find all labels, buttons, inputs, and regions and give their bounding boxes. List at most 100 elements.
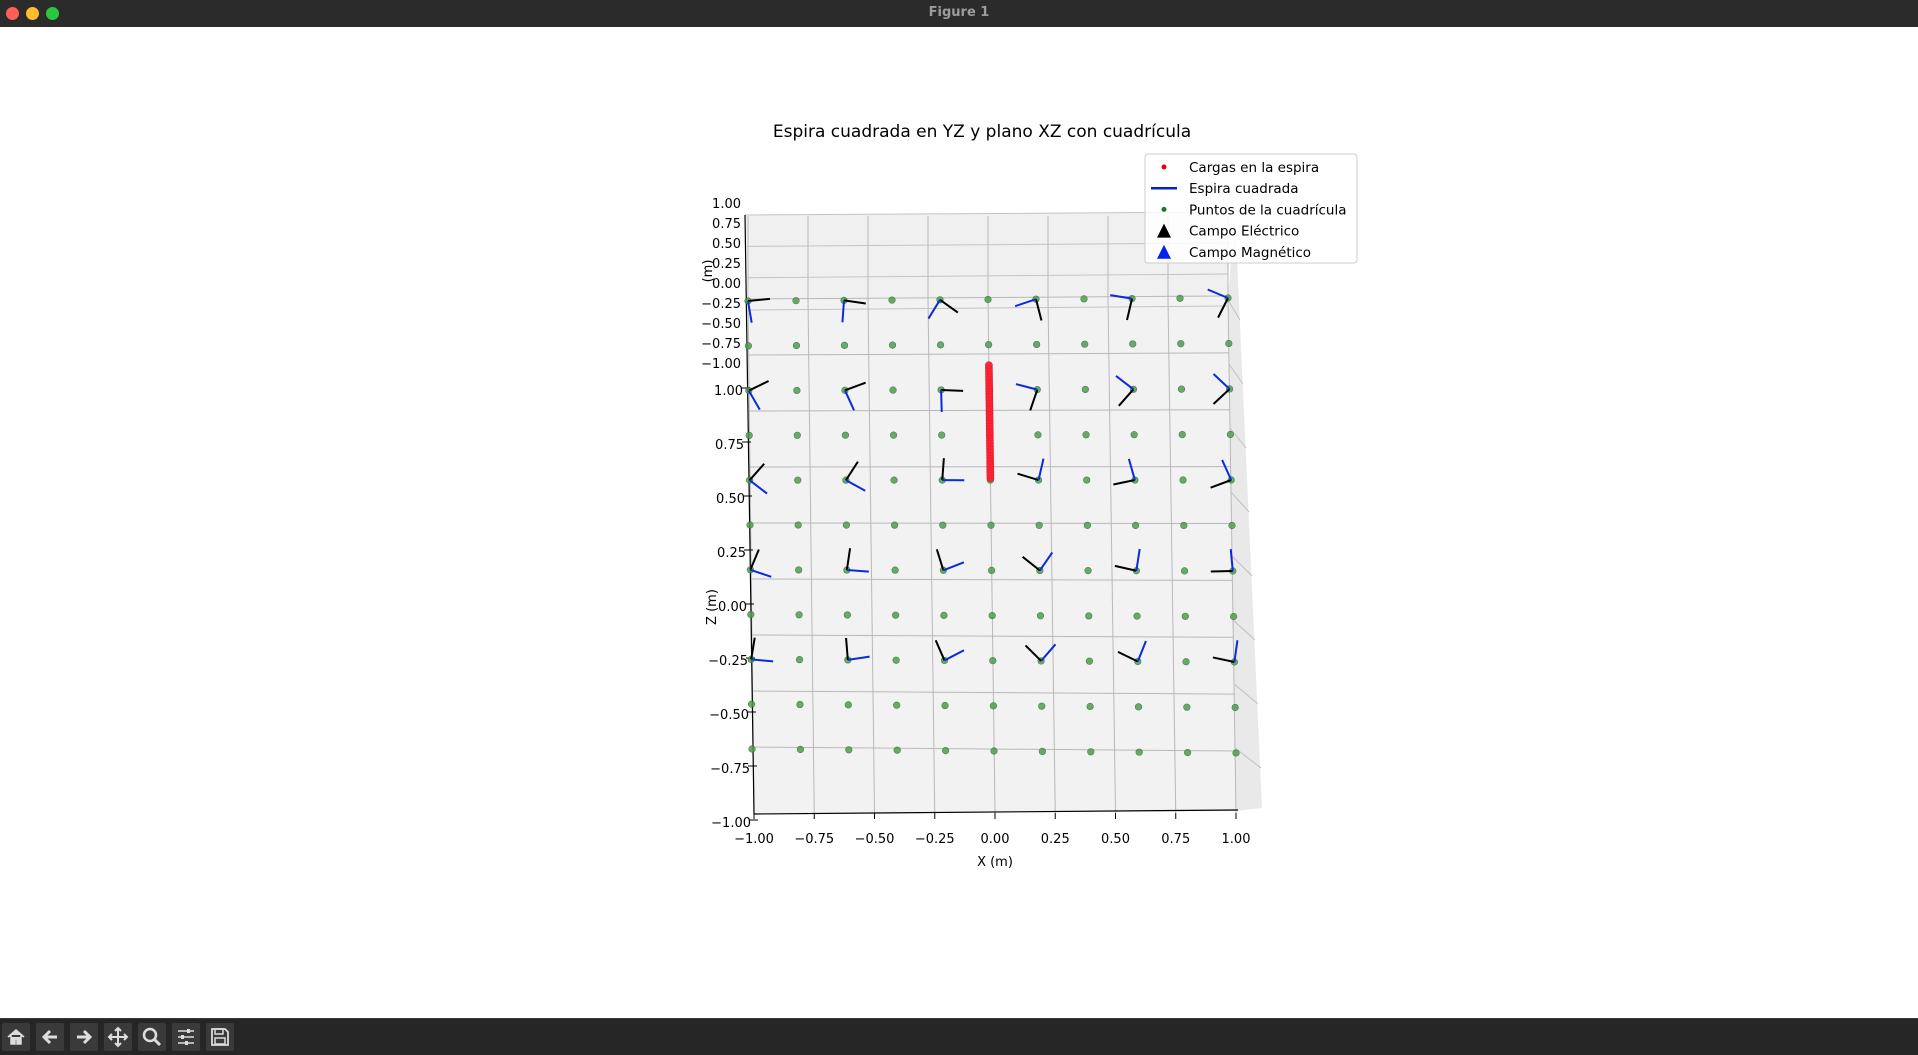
grid-point <box>942 702 949 709</box>
sliders-icon <box>175 1026 197 1048</box>
zoom-button[interactable] <box>138 1023 166 1051</box>
grid-point <box>797 746 804 753</box>
magnetic-field-arrow <box>941 390 942 412</box>
grid-point <box>991 748 998 755</box>
grid-point <box>1136 749 1143 756</box>
legend-label: Espira cuadrada <box>1189 181 1298 197</box>
grid-point <box>894 747 901 754</box>
x-tick-label: 0.00 <box>981 832 1010 847</box>
figure-canvas[interactable]: −1.00 −0.75 −0.50 −0.25 0.00 0.25 0.50 0.75 1.00… <box>0 27 1918 1018</box>
grid-point <box>1181 522 1188 529</box>
grid-point <box>796 656 803 663</box>
pan-button[interactable] <box>104 1023 132 1051</box>
grid-point <box>1083 477 1090 484</box>
chart-title: Espira cuadrada en YZ y plano XZ con cua… <box>773 122 1191 142</box>
grid-point <box>1227 431 1234 438</box>
z-tick-label: −0.50 <box>709 708 749 723</box>
y-tick-label: −0.25 <box>701 297 741 312</box>
z-axis-label: Z (m) <box>705 589 720 625</box>
grid-point <box>1229 522 1236 529</box>
grid-point <box>842 432 849 439</box>
grid-point <box>1039 748 1046 755</box>
grid-point <box>890 432 897 439</box>
toolbar <box>0 1018 1918 1055</box>
grid-point <box>942 747 949 754</box>
grid-point <box>891 477 898 484</box>
grid-point <box>1086 658 1093 665</box>
grid-point <box>1083 431 1090 438</box>
z-tick-label: −1.00 <box>711 816 751 831</box>
window-title: Figure 1 <box>0 5 1918 20</box>
arrow-left-icon <box>39 1026 61 1048</box>
y-tick-label: 0.50 <box>712 237 741 252</box>
grid-point <box>937 342 944 349</box>
z-tick-label: 0.25 <box>717 546 746 561</box>
grid-point <box>1179 431 1186 438</box>
grid-point <box>749 746 756 753</box>
grid-point <box>793 342 800 349</box>
legend-label: Puntos de la cuadrícula <box>1189 202 1347 218</box>
grid-point <box>745 343 752 350</box>
loop-wire <box>989 365 991 478</box>
grid-point <box>892 567 899 574</box>
z-tick-label: 0.00 <box>718 600 747 615</box>
grid-point <box>985 296 992 303</box>
save-button[interactable] <box>206 1023 234 1051</box>
grid-point <box>1037 612 1044 619</box>
grid-point <box>746 432 753 439</box>
grid-point <box>938 432 945 439</box>
grid-point <box>843 522 850 529</box>
legend-label: Campo Magnético <box>1189 245 1311 261</box>
legend-label: Campo Eléctrico <box>1189 224 1299 240</box>
grid-point <box>1182 613 1189 620</box>
grid-point <box>793 297 800 304</box>
configure-subplots-button[interactable] <box>172 1023 200 1051</box>
grid-point <box>1036 522 1043 529</box>
grid-point <box>1135 704 1142 711</box>
grid-point <box>988 567 995 574</box>
grid-point <box>940 522 947 529</box>
grid-point <box>1177 295 1184 302</box>
x-tick-label: 1.00 <box>1222 832 1251 847</box>
grid-point <box>1230 613 1237 620</box>
legend-marker-dot <box>1162 165 1167 170</box>
grid-point <box>1177 340 1184 347</box>
grid-point <box>990 703 997 710</box>
grid-point <box>889 342 896 349</box>
home-icon <box>5 1026 27 1048</box>
grid-point <box>844 612 851 619</box>
grid-point <box>1134 613 1141 620</box>
z-tick-label: 0.50 <box>716 492 745 507</box>
grid-point <box>748 611 755 618</box>
z-tick-label: 0.75 <box>715 438 744 453</box>
grid-point <box>1084 522 1091 529</box>
grid-point <box>794 432 801 439</box>
grid-point <box>795 567 802 574</box>
z-tick-label: −0.75 <box>710 762 750 777</box>
back-button[interactable] <box>36 1023 64 1051</box>
grid-point <box>797 701 804 708</box>
window-titlebar: Figure 1 <box>0 0 1918 27</box>
grid-point <box>890 387 897 394</box>
x-tick-label: −0.50 <box>855 832 895 847</box>
grid-point <box>1183 658 1190 665</box>
x-tick-label: −0.75 <box>794 832 834 847</box>
magnifier-icon <box>141 1026 163 1048</box>
grid-point <box>1131 431 1138 438</box>
grid-point <box>889 297 896 304</box>
grid-point <box>1178 386 1185 393</box>
grid-point <box>893 702 900 709</box>
grid-point <box>989 612 996 619</box>
forward-button[interactable] <box>70 1023 98 1051</box>
grid-point <box>846 747 853 754</box>
legend-label: Cargas en la espira <box>1189 160 1319 176</box>
y-tick-label: 0.25 <box>712 257 741 272</box>
y-tick-label: −0.75 <box>701 337 741 352</box>
y-tick-label: −0.50 <box>701 317 741 332</box>
electric-field-arrow <box>941 390 963 391</box>
grid-point <box>1085 567 1092 574</box>
home-button[interactable] <box>2 1023 30 1051</box>
legend-marker-dot <box>1162 207 1167 212</box>
grid-point <box>841 342 848 349</box>
plot-3d[interactable]: −1.00 −0.75 −0.50 −0.25 0.00 0.25 0.50 0.75 1.00… <box>0 27 1918 1018</box>
